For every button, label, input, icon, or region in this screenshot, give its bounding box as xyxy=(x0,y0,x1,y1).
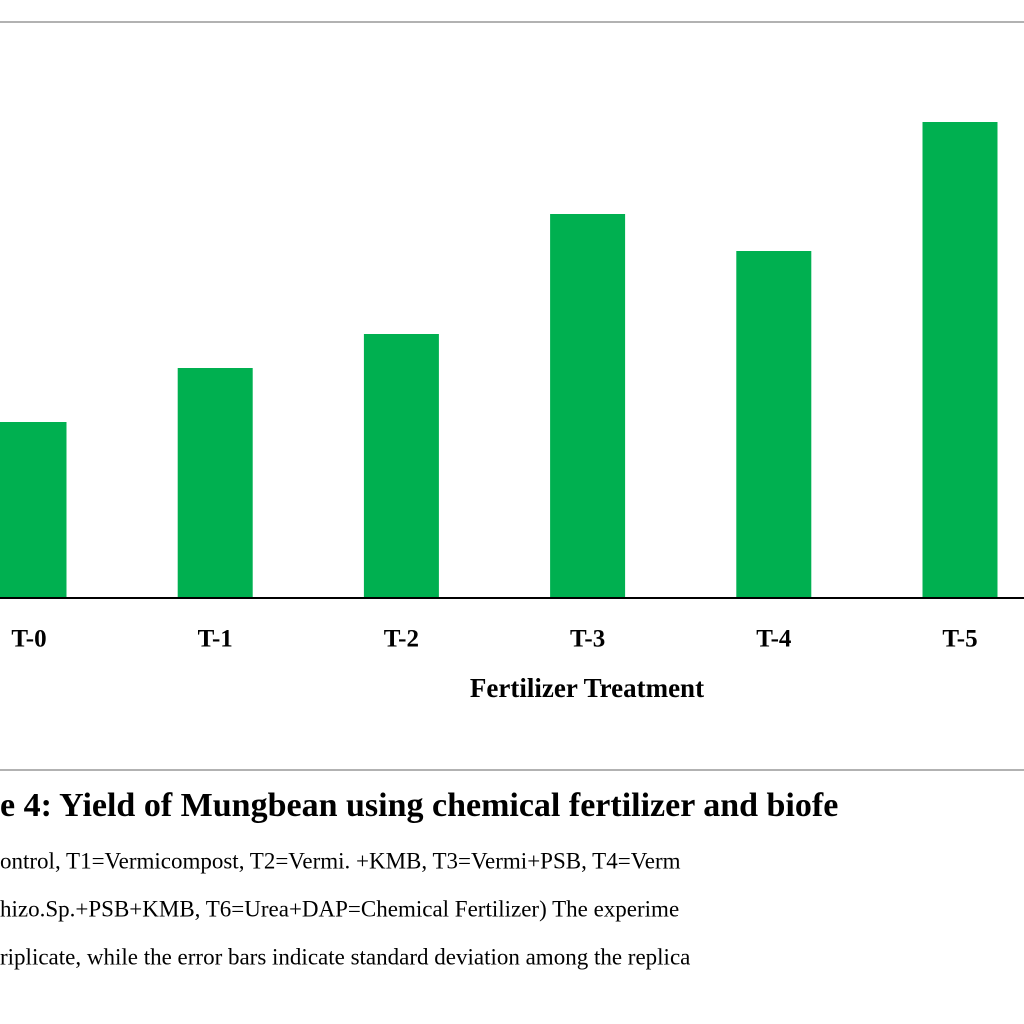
bar xyxy=(177,368,253,598)
caption-line: hizo.Sp.+PSB+KMB, T6=Urea+DAP=Chemical F… xyxy=(0,896,679,921)
bar xyxy=(922,122,998,598)
x-axis-label: Fertilizer Treatment xyxy=(470,673,704,703)
x-tick-label: T-4 xyxy=(756,626,792,653)
x-tick-label: T-2 xyxy=(384,626,419,653)
caption-title: e 4: Yield of Mungbean using chemical fe… xyxy=(0,787,838,824)
caption-line: riplicate, while the error bars indicate… xyxy=(0,944,690,969)
bar xyxy=(736,251,812,598)
x-tick-label: T-5 xyxy=(942,626,977,653)
x-tick-label: T-3 xyxy=(570,626,605,653)
bar xyxy=(0,422,67,598)
x-tick-label: T-1 xyxy=(198,626,233,653)
bar xyxy=(363,334,439,598)
x-tick-label: T-0 xyxy=(11,626,46,653)
bar xyxy=(550,214,626,598)
caption-line: ontrol, T1=Vermicompost, T2=Vermi. +KMB,… xyxy=(0,848,681,873)
